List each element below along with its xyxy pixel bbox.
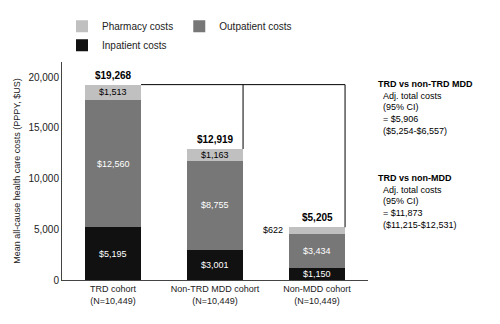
svg-text:Pharmacy costs: Pharmacy costs [102, 21, 173, 32]
svg-text:5,000: 5,000 [34, 224, 59, 235]
svg-text:Non-TRD MDD cohort(N=10,449): Non-TRD MDD cohort(N=10,449) [171, 284, 260, 306]
svg-text:$1,150: $1,150 [303, 269, 331, 279]
svg-text:10,000: 10,000 [28, 173, 59, 184]
svg-text:Outpatient costs: Outpatient costs [219, 21, 291, 32]
svg-text:$12,919: $12,919 [197, 134, 234, 145]
svg-text:$1,163: $1,163 [201, 150, 229, 160]
svg-text:TRD vs non-TRD MDD Adj. total: TRD vs non-TRD MDD Adj. total costs (95%… [378, 79, 473, 136]
svg-text:$622: $622 [263, 225, 283, 235]
svg-text:Non-MDD cohort(N=10,449): Non-MDD cohort(N=10,449) [283, 284, 351, 306]
svg-text:$3,434: $3,434 [303, 246, 331, 256]
svg-text:20,000: 20,000 [28, 72, 59, 83]
svg-text:$19,268: $19,268 [95, 70, 132, 81]
svg-text:15,000: 15,000 [28, 122, 59, 133]
svg-text:$3,001: $3,001 [201, 260, 229, 270]
svg-text:$5,205: $5,205 [302, 212, 333, 223]
svg-text:$5,195: $5,195 [99, 249, 127, 259]
svg-text:$8,755: $8,755 [201, 200, 229, 210]
svg-text:TRD cohort(N=10,449): TRD cohort(N=10,449) [90, 284, 137, 306]
svg-text:0: 0 [53, 275, 59, 286]
svg-text:$1,513: $1,513 [99, 87, 127, 97]
svg-text:TRD vs non-MDD Adj. total cos: TRD vs non-MDD Adj. total costs (95% CI)… [378, 173, 456, 230]
svg-text:Inpatient costs: Inpatient costs [102, 40, 166, 51]
svg-text:Mean all-cause health care cos: Mean all-cause health care costs (PPPY, … [12, 78, 22, 263]
svg-text:$12,560: $12,560 [97, 159, 130, 169]
